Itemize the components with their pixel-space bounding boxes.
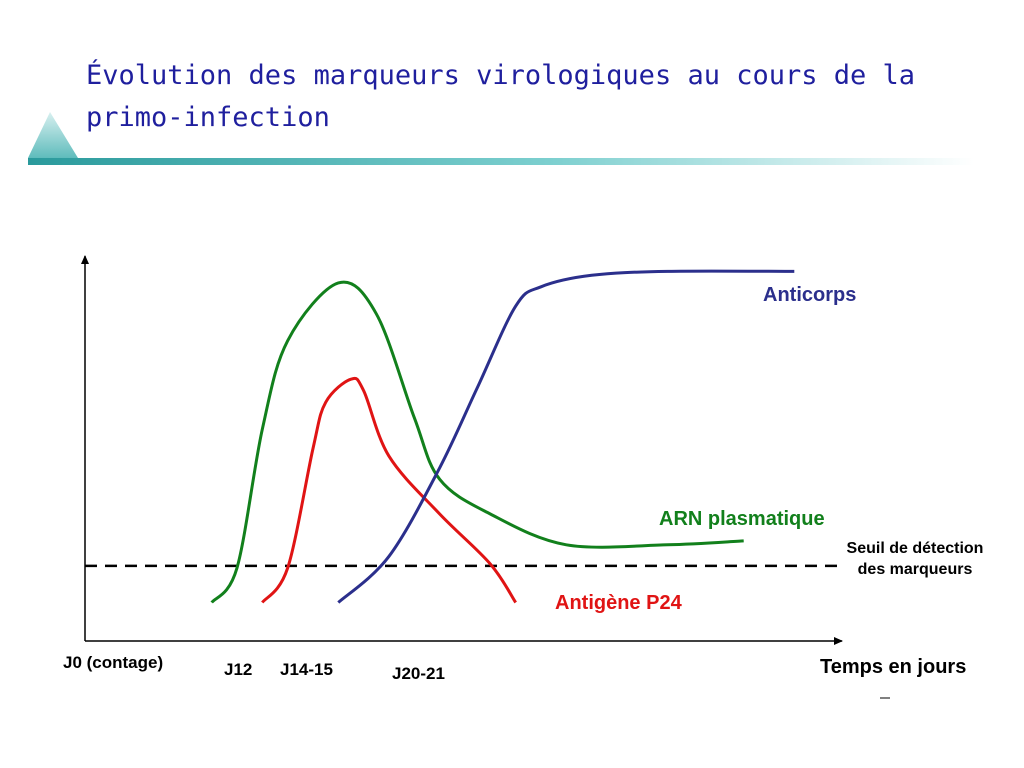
x-tick-label-j12: J12 — [224, 660, 253, 679]
title-accent-bar — [28, 158, 974, 165]
series-line-anticorps — [337, 269, 795, 604]
series-line-arn — [210, 280, 744, 604]
title-triangle — [28, 112, 78, 158]
slide-title: Évolution des marqueurs virologiques au … — [86, 60, 916, 133]
threshold-label: Seuil de détection des marqueurs — [846, 540, 984, 578]
x-axis-title: Temps en jours — [820, 656, 967, 678]
x-tick-label-j20-21: J20-21 — [392, 664, 445, 683]
series-label-p24: Antigène P24 — [555, 592, 682, 614]
series-label-anticorps: Anticorps — [763, 284, 857, 306]
title-decoration — [28, 112, 974, 165]
x-tick-label-j14-15: J14-15 — [280, 660, 333, 679]
series-line-p24 — [261, 376, 517, 604]
series-label-arn: ARN plasmatique — [659, 508, 825, 530]
x-tick-label-j0: J0 (contage) — [63, 653, 164, 672]
